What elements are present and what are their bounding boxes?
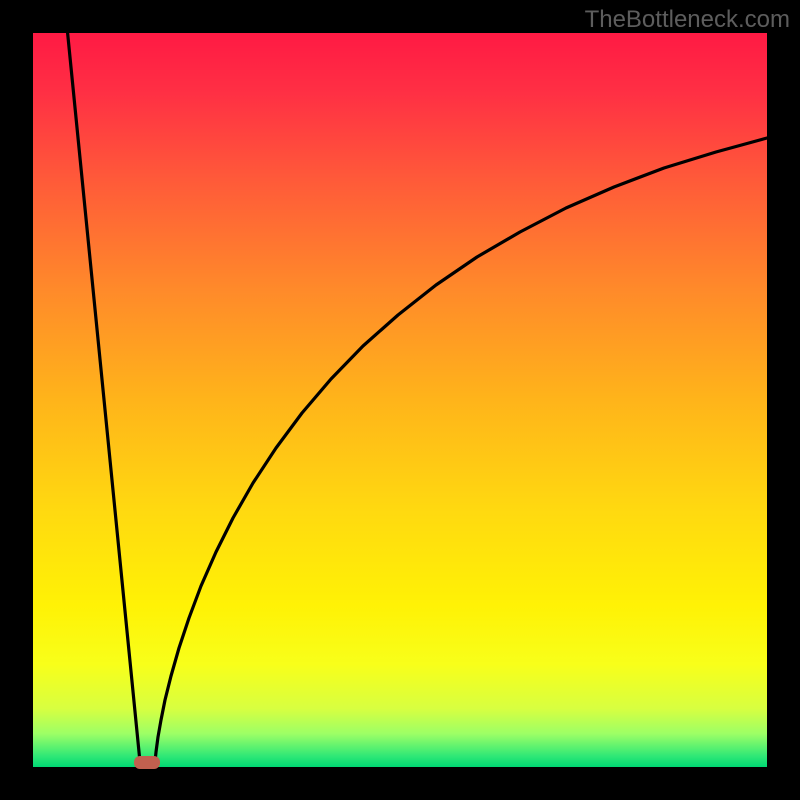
- optimal-point-marker: [134, 756, 160, 769]
- plot-area: [33, 33, 767, 767]
- chart-container: TheBottleneck.com: [0, 0, 800, 800]
- watermark-text: TheBottleneck.com: [585, 6, 790, 34]
